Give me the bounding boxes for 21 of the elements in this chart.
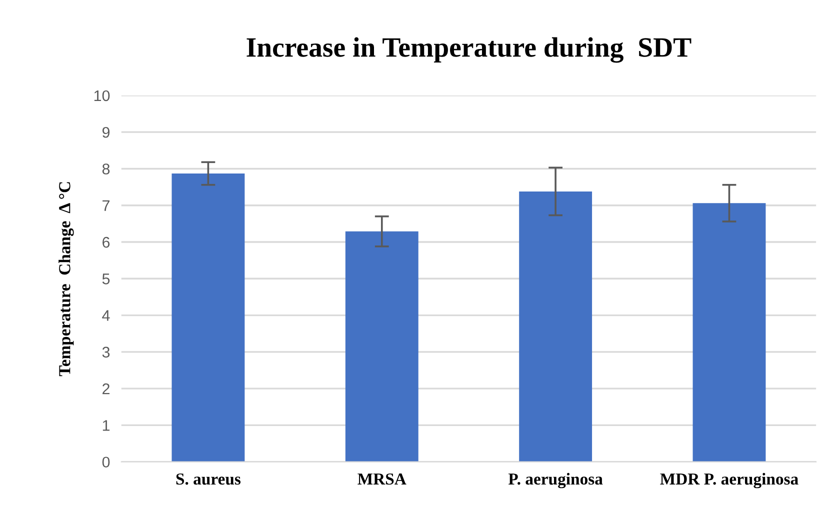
y-tick-label: 6 (102, 236, 110, 248)
y-tick-label: 2 (102, 383, 110, 394)
y-tick-label: 5 (102, 274, 110, 284)
y-axis-title: Temperature Change Δ °C (58, 182, 74, 376)
y-tick-label: 0 (102, 456, 110, 468)
chart-title: Increase in Temperature during SDT (246, 37, 692, 63)
y-tick-label: 3 (102, 346, 110, 358)
y-tick-label: 10 (94, 90, 110, 102)
x-tick-label: P. aeruginosa (508, 472, 603, 488)
bar (692, 203, 766, 462)
bar (519, 191, 592, 462)
y-tick-label: 1 (102, 420, 110, 431)
y-tick-label: 7 (102, 200, 110, 211)
y-tick-label: 4 (102, 310, 110, 321)
x-tick-label: MRSA (358, 473, 406, 485)
x-tick-label: S. aureus (176, 473, 241, 485)
y-tick-label: 8 (102, 164, 110, 174)
x-tick-label: MDR P. aeruginosa (660, 472, 798, 488)
bar (345, 231, 418, 462)
bar (172, 173, 245, 462)
y-tick-label: 9 (102, 126, 110, 138)
